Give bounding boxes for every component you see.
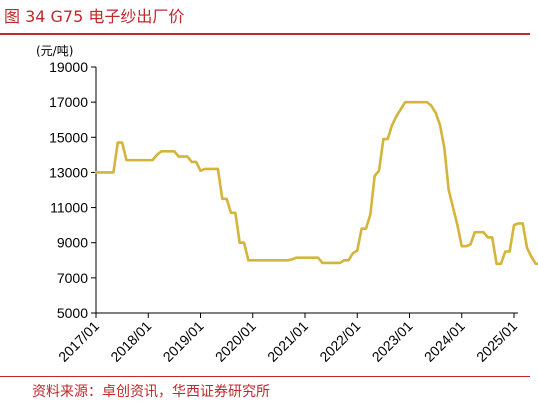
y-tick-label: 13000 [49,164,88,180]
x-tick-label: 2019/01 [160,318,207,365]
x-tick-label: 2023/01 [369,318,416,365]
x-tick-label: 2025/01 [473,318,520,365]
x-tick-label: 2018/01 [107,318,154,365]
x-tick-label: 2022/01 [316,318,363,365]
series-line-0 [94,100,538,266]
title-rule [0,33,530,35]
x-tick-label: 2024/01 [421,318,468,365]
y-tick-label: 5000 [57,305,88,321]
y-tick-label: 17000 [49,94,88,110]
plot-area [94,100,538,266]
y-axis-unit-label: (元/吨) [36,44,73,58]
source-rule [0,376,530,377]
figure-title: 图 34 G75 电子纱出厂价 [4,7,185,26]
y-tick-label: 7000 [57,270,88,286]
y-axis: 5000 7000 9000 11000 13000 15000 17000 19000 [49,59,97,321]
y-tick-label: 15000 [49,129,88,145]
x-tick-label: 2020/01 [212,318,259,365]
y-tick-label: 11000 [50,200,88,216]
source-note: 资料来源：卓创资讯，华西证券研究所 [32,384,270,400]
x-tick-label: 2017/01 [55,318,102,365]
y-tick-label: 9000 [57,235,88,251]
x-tick-label: 2021/01 [264,318,311,365]
x-axis: 2017/01 2018/01 2019/01 2020/01 2021/01 2022/… [55,312,520,365]
y-tick-label: 19000 [49,59,88,75]
